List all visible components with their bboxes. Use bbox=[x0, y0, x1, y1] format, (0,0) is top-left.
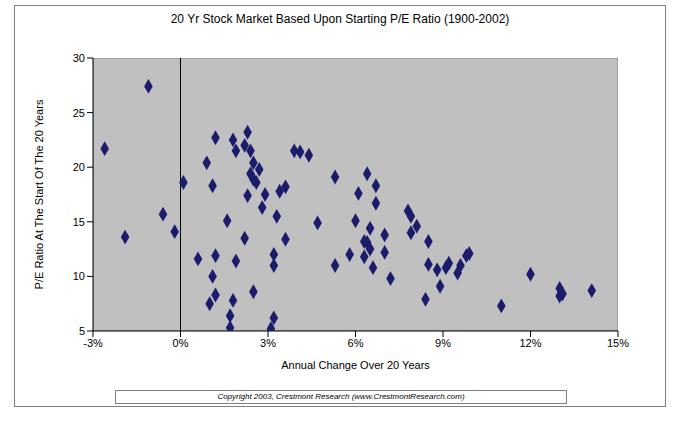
svg-text:-3%: -3% bbox=[83, 337, 103, 349]
svg-text:15: 15 bbox=[73, 216, 85, 228]
svg-text:10: 10 bbox=[73, 270, 85, 282]
svg-text:30: 30 bbox=[73, 52, 85, 64]
svg-text:12%: 12% bbox=[519, 337, 541, 349]
svg-text:15%: 15% bbox=[607, 337, 629, 349]
html-text:Copyright 2003, Crestmont Rese: Copyright 2003, Crestmont Research (www.… bbox=[217, 392, 465, 401]
svg-text:9%: 9% bbox=[435, 337, 451, 349]
svg-text:20: 20 bbox=[73, 161, 85, 173]
svg-text:25: 25 bbox=[73, 107, 85, 119]
svg-text:P/E Ratio At The Start Of The: P/E Ratio At The Start Of The 20 Years bbox=[33, 99, 45, 289]
svg-text:Annual Change Over 20 Years: Annual Change Over 20 Years bbox=[281, 359, 430, 371]
html-text:20 Yr Stock Market Based Upon: 20 Yr Stock Market Based Upon Starting P… bbox=[170, 12, 510, 26]
svg-text:5: 5 bbox=[79, 325, 85, 337]
svg-text:6%: 6% bbox=[348, 337, 364, 349]
svg-text:3%: 3% bbox=[260, 337, 276, 349]
svg-text:0%: 0% bbox=[173, 337, 189, 349]
